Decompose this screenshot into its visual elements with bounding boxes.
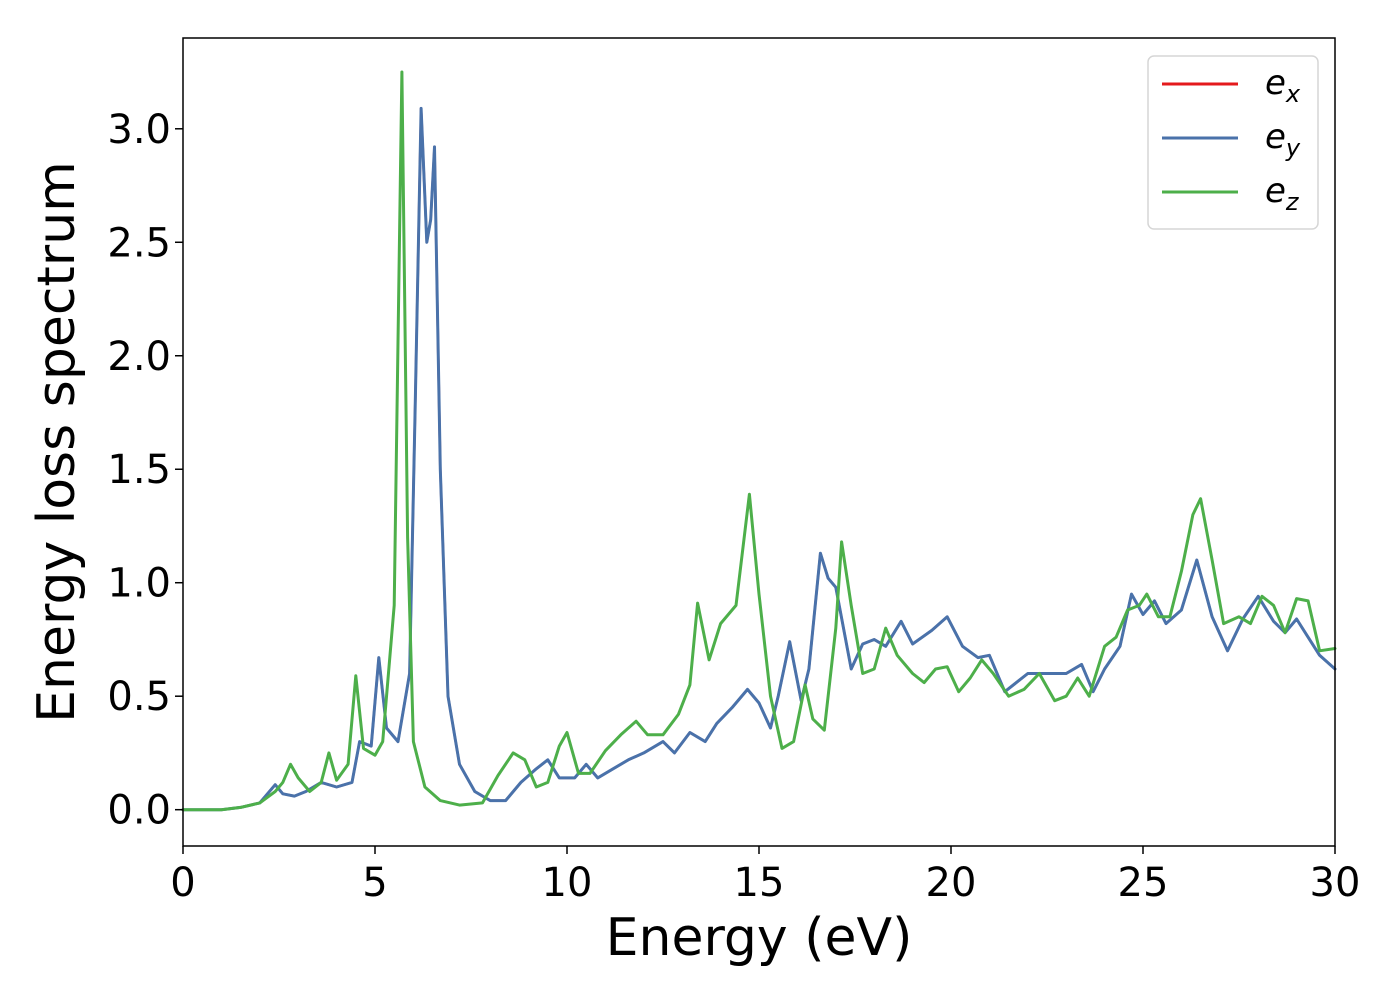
- x-tick-label: 25: [1118, 860, 1169, 906]
- legend-label-z: ez: [1265, 171, 1300, 216]
- series-line-z: [181, 70, 1337, 812]
- x-tick-label: 15: [734, 860, 785, 906]
- y-tick-label: 0.5: [107, 674, 171, 720]
- y-axis-label: Energy loss spectrum: [27, 161, 87, 723]
- y-tick-label: 1.5: [107, 447, 171, 493]
- legend-label-x: ex: [1265, 63, 1301, 108]
- x-tick-label: 30: [1310, 860, 1361, 906]
- y-tick-label: 2.5: [107, 220, 171, 266]
- x-tick-label: 10: [542, 860, 593, 906]
- series-line-y: [181, 106, 1337, 812]
- y-tick-label: 2.0: [107, 334, 171, 380]
- y-tick-label: 3.0: [107, 107, 171, 153]
- y-axis-ticks: 0.0 0.5 1.0 1.5 2.0 2.5 3.0: [107, 107, 183, 834]
- x-axis-ticks: 0 5 10 15 20 25 30: [170, 846, 1360, 906]
- x-tick-label: 20: [926, 860, 977, 906]
- series-layer: [181, 70, 1337, 812]
- x-tick-label: 0: [170, 860, 195, 906]
- legend: ex ey ez: [1147, 55, 1319, 230]
- legend-box: [1147, 55, 1319, 230]
- y-tick-label: 0.0: [107, 788, 171, 834]
- y-tick-label: 1.0: [107, 561, 171, 607]
- x-tick-label: 5: [362, 860, 387, 906]
- legend-label-y: ey: [1265, 117, 1301, 162]
- x-axis-label: Energy (eV): [606, 908, 913, 968]
